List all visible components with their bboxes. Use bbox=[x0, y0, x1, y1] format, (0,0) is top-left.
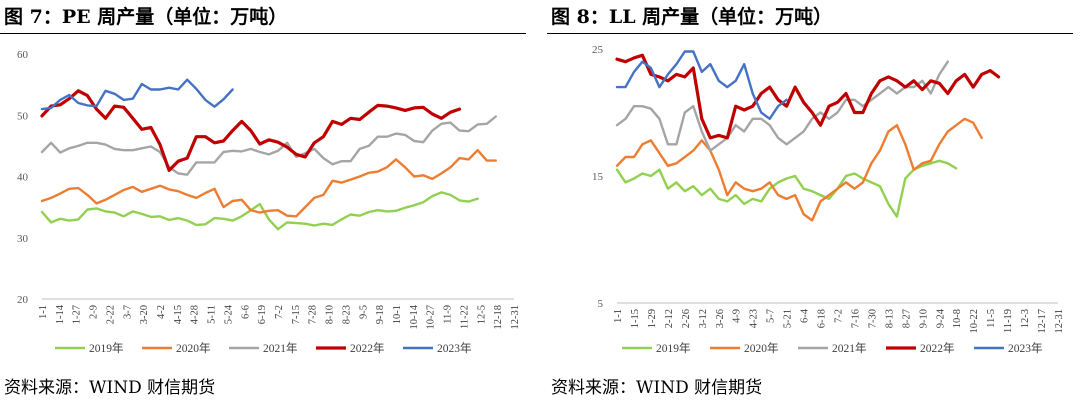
x-tick-label: 3-7 bbox=[122, 305, 133, 319]
pe-weekly-output-chart: 20 30 40 50 60 1-1 1-14 1-27 2-9 2-22 3-7 3-20 4-2 4-… bbox=[17, 49, 521, 355]
y-tick-label: 40 bbox=[17, 172, 29, 184]
x-tick-label: 10-27 bbox=[426, 305, 437, 330]
x-tick-label: 8-27 bbox=[901, 309, 912, 328]
x-tick-label: 2-22 bbox=[105, 305, 116, 324]
chart-title: 图 8：LL 周产量（单位：万吨） bbox=[551, 6, 833, 28]
x-tick-label: 5-21 bbox=[783, 309, 794, 328]
x-tick-label: 4-28 bbox=[190, 305, 201, 324]
x-tick-label: 8-10 bbox=[325, 305, 336, 324]
ll-weekly-output-chart: 5 15 25 1-1 1-15 1-29 2-12 2-26 3-12 3-26 4-9 4-23 5… bbox=[592, 44, 1065, 355]
x-tick-label: 7-2 bbox=[834, 309, 845, 323]
x-tick-label: 6-19 bbox=[257, 305, 268, 324]
legend-label: 2020年 bbox=[744, 341, 779, 355]
x-tick-label: 3-12 bbox=[698, 309, 709, 328]
x-tick-label: 8-23 bbox=[341, 305, 352, 324]
x-tick-label: 6-18 bbox=[817, 309, 828, 328]
x-tick-label: 5-7 bbox=[766, 309, 777, 323]
x-tick-label: 9-5 bbox=[358, 305, 369, 319]
x-tick-label: 11-9 bbox=[443, 305, 454, 324]
x-tick-label: 1-1 bbox=[38, 305, 49, 319]
x-tick-label: 12-31 bbox=[1054, 309, 1065, 334]
title-rule bbox=[0, 33, 526, 34]
legend-label: 2019年 bbox=[89, 341, 124, 355]
series-line-4 bbox=[615, 50, 788, 120]
legend-label: 2022年 bbox=[920, 341, 955, 355]
legend-label: 2019年 bbox=[656, 341, 691, 355]
x-tick-label: 1-1 bbox=[613, 309, 624, 323]
x-tick-label: 2-26 bbox=[681, 309, 692, 328]
series-line-3 bbox=[615, 53, 1001, 140]
chart-title: 图 7：PE 周产量（单位：万吨） bbox=[4, 6, 288, 28]
x-tick-label: 6-4 bbox=[800, 308, 811, 323]
x-tick-label: 11-22 bbox=[459, 305, 470, 329]
y-tick-label: 30 bbox=[17, 233, 29, 245]
title-rule bbox=[547, 33, 1073, 34]
x-tick-label: 7-16 bbox=[850, 309, 861, 328]
x-tick-label: 10-8 bbox=[952, 309, 963, 328]
x-tick-label: 2-9 bbox=[89, 305, 100, 319]
source-note: 资料来源：WIND 财信期货 bbox=[551, 378, 763, 398]
x-tick-label: 12-31 bbox=[510, 305, 521, 330]
series-line-0 bbox=[615, 159, 958, 218]
x-tick-label: 12-17 bbox=[1037, 309, 1048, 334]
y-tick-label: 15 bbox=[592, 171, 604, 183]
series-line-4 bbox=[40, 78, 234, 111]
series-line-1 bbox=[40, 149, 497, 218]
series-line-0 bbox=[40, 191, 479, 231]
legend-label: 2022年 bbox=[350, 341, 385, 355]
x-tick-label: 4-15 bbox=[173, 305, 184, 324]
source-note: 资料来源：WIND 财信期货 bbox=[4, 378, 216, 398]
x-tick-label: 5-11 bbox=[207, 305, 218, 324]
legend-label: 2021年 bbox=[263, 341, 298, 355]
x-tick-label: 4-2 bbox=[156, 305, 167, 319]
x-tick-label: 3-26 bbox=[715, 309, 726, 328]
y-tick-label: 20 bbox=[17, 294, 29, 306]
x-tick-label: 4-23 bbox=[749, 309, 760, 328]
y-tick-label: 50 bbox=[17, 110, 29, 122]
x-tick-label: 10-14 bbox=[409, 304, 420, 329]
x-tick-label: 7-2 bbox=[274, 305, 285, 319]
x-tick-label: 7-28 bbox=[308, 305, 319, 324]
x-tick-label: 12-5 bbox=[476, 305, 487, 324]
x-tick-label: 9-24 bbox=[935, 308, 946, 328]
x-tick-label: 10-1 bbox=[392, 305, 403, 324]
x-tick-label: 5-24 bbox=[223, 304, 234, 324]
y-tick-label: 60 bbox=[17, 49, 29, 61]
legend-label: 2023年 bbox=[437, 341, 472, 355]
x-tick-label: 1-27 bbox=[72, 305, 83, 324]
series-line-2 bbox=[40, 115, 497, 176]
series-line-2 bbox=[615, 60, 949, 152]
x-tick-label: 9-18 bbox=[375, 305, 386, 324]
chart-panel-pe: 图 7：PE 周产量（单位：万吨） 20 30 40 50 60 1-1 1-14 1-27 2… bbox=[0, 0, 530, 409]
series-line-1 bbox=[615, 117, 983, 222]
x-tick-label: 12-18 bbox=[493, 305, 504, 330]
chart-panel-ll: 图 8：LL 周产量（单位：万吨） 5 15 25 1-1 1-15 1-29 2-12 2-… bbox=[547, 0, 1077, 409]
series-line-3 bbox=[40, 89, 462, 172]
legend-label: 2021年 bbox=[832, 341, 867, 355]
x-tick-label: 3-20 bbox=[139, 305, 150, 324]
x-tick-label: 2-12 bbox=[664, 309, 675, 328]
y-tick-label: 5 bbox=[598, 298, 604, 310]
x-tick-label: 1-29 bbox=[647, 309, 658, 328]
x-tick-label: 6-6 bbox=[240, 305, 251, 319]
x-tick-label: 11-5 bbox=[986, 309, 997, 328]
x-tick-label: 4-9 bbox=[732, 309, 743, 323]
x-tick-label: 7-15 bbox=[291, 305, 302, 324]
legend-label: 2023年 bbox=[1008, 341, 1043, 355]
x-tick-label: 1-15 bbox=[630, 309, 641, 328]
x-tick-label: 7-30 bbox=[867, 309, 878, 328]
y-tick-label: 25 bbox=[592, 44, 604, 56]
legend-label: 2020年 bbox=[176, 341, 211, 355]
x-tick-label: 12-3 bbox=[1020, 309, 1031, 328]
x-tick-label: 8-13 bbox=[884, 309, 895, 328]
x-tick-label: 10-22 bbox=[969, 309, 980, 334]
x-tick-label: 9-10 bbox=[918, 309, 929, 328]
x-tick-label: 11-19 bbox=[1003, 309, 1014, 333]
x-tick-label: 1-14 bbox=[55, 304, 66, 324]
